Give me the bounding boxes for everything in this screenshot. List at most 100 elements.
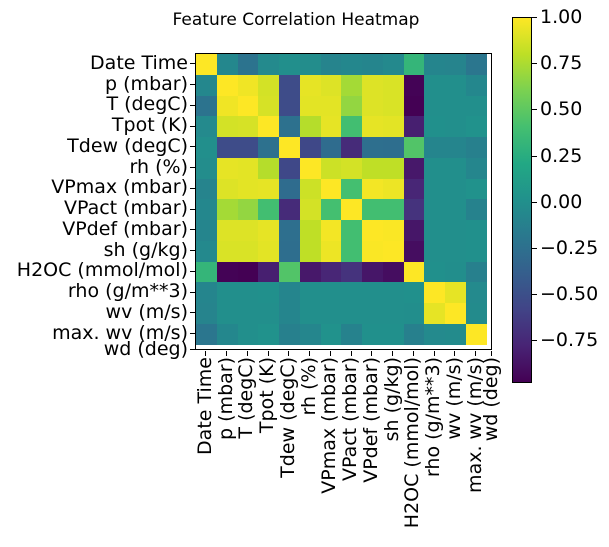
heatmap-cell <box>216 178 238 200</box>
heatmap-cell <box>424 303 446 325</box>
heatmap-cell <box>279 116 301 138</box>
heatmap-axes <box>195 53 492 350</box>
heatmap-cell <box>216 199 238 221</box>
colorbar-tick-mark <box>532 109 537 110</box>
heatmap-cell <box>320 240 342 262</box>
heatmap-cell <box>465 323 487 345</box>
heatmap-cell <box>258 199 280 221</box>
heatmap-cell <box>320 220 342 242</box>
heatmap-cell <box>424 220 446 242</box>
heatmap-cell <box>445 199 467 221</box>
heatmap-cell <box>216 323 238 345</box>
heatmap-cell <box>279 157 301 179</box>
y-tick-mark <box>190 126 195 127</box>
colorbar-tick-label: −0.25 <box>540 237 599 259</box>
heatmap-cell <box>196 95 218 117</box>
heatmap-cell <box>382 303 404 325</box>
heatmap-cell <box>382 323 404 345</box>
heatmap-cell <box>445 282 467 304</box>
y-tick-mark <box>190 349 195 350</box>
heatmap-cell <box>299 323 321 345</box>
heatmap-cell <box>341 178 363 200</box>
heatmap-cell <box>465 157 487 179</box>
colorbar-tick-mark <box>532 17 537 18</box>
heatmap-cell <box>445 220 467 242</box>
y-tick-label: wd (deg) <box>103 337 188 360</box>
heatmap-cell <box>424 199 446 221</box>
heatmap-cell <box>216 116 238 138</box>
heatmap-cell <box>465 199 487 221</box>
x-tick-label: rho (g/m**3) <box>422 357 445 478</box>
heatmap-cell <box>320 95 342 117</box>
colorbar-tick-label: 1.00 <box>540 6 583 28</box>
heatmap-cell <box>403 95 425 117</box>
heatmap-cell <box>196 54 218 76</box>
heatmap-cell <box>320 157 342 179</box>
heatmap-cell <box>382 74 404 96</box>
heatmap-cell <box>403 303 425 325</box>
y-tick-label: sh (g/kg) <box>103 238 188 261</box>
colorbar-tick-mark <box>532 340 537 341</box>
y-tick-mark <box>190 105 195 106</box>
colorbar-tick-label: 0.50 <box>540 98 583 120</box>
heatmap-cell <box>424 240 446 262</box>
x-tick-mark <box>288 351 289 356</box>
heatmap-cell <box>237 178 259 200</box>
x-tick-label: Date Time <box>193 357 216 455</box>
heatmap-cell <box>424 282 446 304</box>
heatmap-cell <box>237 220 259 242</box>
heatmap-cell <box>445 261 467 283</box>
heatmap-cell <box>216 137 238 159</box>
heatmap-cell <box>299 54 321 76</box>
heatmap-cell <box>465 137 487 159</box>
heatmap-cell <box>279 178 301 200</box>
heatmap-cell <box>237 282 259 304</box>
heatmap-cell <box>465 178 487 200</box>
heatmap-cell <box>299 116 321 138</box>
heatmap-cell <box>258 157 280 179</box>
heatmap-cell <box>341 220 363 242</box>
heatmap-cell <box>362 137 384 159</box>
heatmap-cell <box>362 178 384 200</box>
heatmap-cell <box>445 137 467 159</box>
heatmap-cell <box>403 54 425 76</box>
heatmap-cell <box>362 261 384 283</box>
heatmap-cell <box>299 220 321 242</box>
heatmap-cell <box>279 282 301 304</box>
heatmap-cell <box>362 220 384 242</box>
heatmap-cell <box>196 116 218 138</box>
y-tick-label: VPdef (mbar) <box>62 217 188 240</box>
heatmap-cell <box>382 220 404 242</box>
heatmap-cell <box>362 303 384 325</box>
heatmap-cell <box>341 74 363 96</box>
y-tick-mark <box>190 333 195 334</box>
y-tick-label: rho (g/m**3) <box>67 280 188 303</box>
heatmap-cell <box>382 137 404 159</box>
heatmap-cell <box>320 74 342 96</box>
heatmap-cell <box>424 116 446 138</box>
y-tick-label: Tpot (K) <box>111 114 188 137</box>
y-tick-mark <box>190 84 195 85</box>
heatmap-cell <box>216 157 238 179</box>
heatmap-cell <box>382 199 404 221</box>
heatmap-cell <box>362 282 384 304</box>
heatmap-cell <box>216 220 238 242</box>
heatmap-cell <box>403 199 425 221</box>
heatmap-cell <box>445 178 467 200</box>
heatmap-cell <box>320 261 342 283</box>
x-tick-label: sh (g/kg) <box>380 357 403 442</box>
heatmap-cell <box>237 74 259 96</box>
colorbar-tick-label: −0.50 <box>540 283 599 305</box>
heatmap-cell <box>279 74 301 96</box>
heatmap-cell <box>279 95 301 117</box>
heatmap-cell <box>403 220 425 242</box>
y-tick-label: p (mbar) <box>105 72 188 95</box>
x-tick-mark <box>351 351 352 356</box>
heatmap-cell <box>341 323 363 345</box>
x-tick-label: VPdef (mbar) <box>359 357 382 483</box>
x-tick-label: VPmax (mbar) <box>318 357 341 494</box>
heatmap-cell <box>196 282 218 304</box>
heatmap-cell <box>362 323 384 345</box>
heatmap-cell <box>403 157 425 179</box>
